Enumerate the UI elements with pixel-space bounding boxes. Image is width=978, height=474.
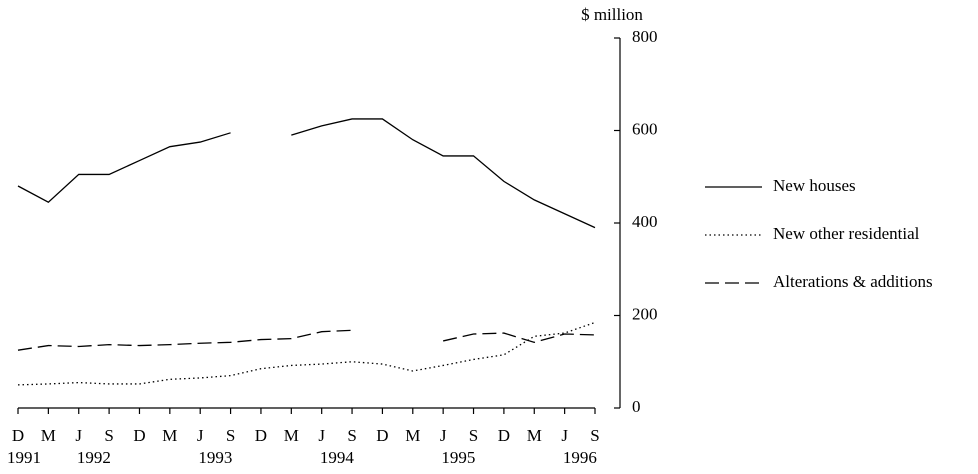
x-year-label: 1995 (441, 448, 475, 467)
x-tick-label: D (133, 426, 145, 445)
y-axis-label: $ million (581, 5, 643, 24)
x-tick-label: M (284, 426, 299, 445)
x-tick-label: J (75, 426, 82, 445)
x-tick-label: J (561, 426, 568, 445)
y-tick-label: 0 (632, 397, 641, 416)
x-tick-label: M (527, 426, 542, 445)
data-line (17, 329, 596, 351)
legend-label: Alterations & additions (773, 272, 933, 291)
x-tick-label: D (498, 426, 510, 445)
x-year-label: 1992 (77, 448, 111, 467)
x-tick-label: S (347, 426, 356, 445)
x-year-label: 1993 (198, 448, 232, 467)
y-tick-label: 600 (632, 119, 658, 138)
x-tick-label: D (255, 426, 267, 445)
x-tick-label: S (104, 426, 113, 445)
x-year-label: 1991 (7, 448, 41, 467)
data-line (17, 321, 596, 386)
x-year-label: 1996 (563, 448, 597, 467)
x-tick-label: M (41, 426, 56, 445)
x-tick-label: J (318, 426, 325, 445)
x-tick-label: D (12, 426, 24, 445)
x-tick-label: J (197, 426, 204, 445)
x-tick-label: M (405, 426, 420, 445)
x-tick-label: S (226, 426, 235, 445)
legend-label: New houses (773, 176, 856, 195)
x-year-label: 1994 (320, 448, 355, 467)
x-tick-label: M (162, 426, 177, 445)
y-tick-label: 800 (632, 27, 658, 46)
x-tick-label: D (376, 426, 388, 445)
x-tick-label: S (469, 426, 478, 445)
y-tick-label: 400 (632, 212, 658, 231)
legend-label: New other residential (773, 224, 920, 243)
x-tick-label: J (440, 426, 447, 445)
y-tick-label: 200 (632, 304, 658, 323)
data-line (17, 118, 596, 229)
x-tick-label: S (590, 426, 599, 445)
